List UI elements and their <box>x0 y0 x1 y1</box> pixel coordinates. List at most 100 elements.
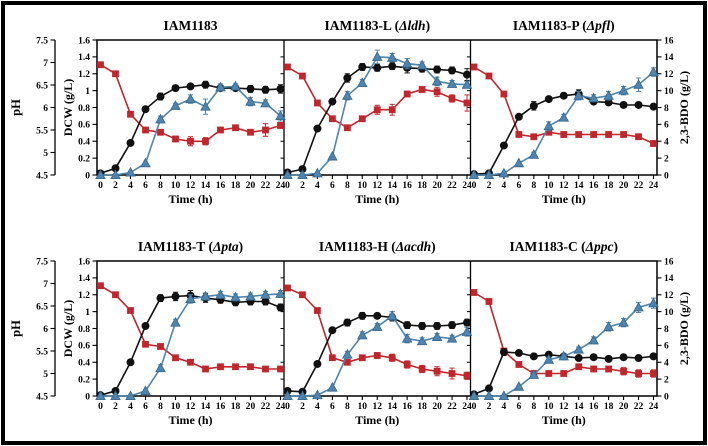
x-tick-label: 22 <box>447 181 457 191</box>
dcw-marker <box>201 80 210 89</box>
bdo-tick-label: 8 <box>664 325 669 335</box>
ph-marker <box>470 289 478 296</box>
dcw-marker <box>634 100 643 109</box>
dcw-marker <box>343 73 352 82</box>
bdo-marker <box>498 167 510 178</box>
bdo-marker <box>275 110 286 120</box>
x-tick-label: 0 <box>285 181 290 191</box>
bdo-axis-label: 2,3-BDO (g/L) <box>677 292 691 365</box>
bdo-marker <box>513 381 525 391</box>
x-tick-label: 22 <box>634 402 644 412</box>
dcw-marker <box>403 321 412 330</box>
x-tick-label: 18 <box>231 181 241 191</box>
x-tick-label: 2 <box>113 181 118 191</box>
dcw-marker <box>529 352 538 361</box>
dcw-marker <box>246 84 255 93</box>
ph-marker <box>500 90 508 98</box>
bdo-marker <box>342 90 353 100</box>
bdo-marker <box>215 289 226 299</box>
ph-marker <box>620 367 627 375</box>
panel-title: IAM1183 <box>164 18 218 33</box>
ph-marker <box>448 95 456 102</box>
bdo-marker <box>125 166 136 177</box>
dcw-tick-label: 1.2 <box>78 291 90 301</box>
ph-marker <box>202 365 209 373</box>
dcw-tick-label: 0.8 <box>78 325 90 335</box>
bdo-marker <box>215 81 226 92</box>
bdo-tick-label: 6 <box>664 342 669 352</box>
time-axis-label: Time (h) <box>355 413 399 427</box>
bdo-marker <box>386 310 398 320</box>
bdo-marker <box>327 150 338 161</box>
x-tick-label: 4 <box>315 181 320 191</box>
x-tick-label: 10 <box>358 181 368 191</box>
ph-marker <box>127 307 134 314</box>
bdo-marker <box>603 90 614 100</box>
dcw-marker <box>463 318 471 327</box>
x-tick-label: 14 <box>387 402 397 412</box>
bdo-tick-label: 0 <box>664 171 669 181</box>
dcw-marker <box>514 348 523 357</box>
ph-marker <box>343 358 351 366</box>
bdo-marker <box>371 321 383 331</box>
x-tick-label: 6 <box>517 402 522 412</box>
ph-marker <box>202 137 209 145</box>
dcw-marker <box>126 358 135 367</box>
ph-tick-label: 4.5 <box>36 171 48 181</box>
bdo-marker <box>170 316 181 327</box>
time-axis-label: Time (h) <box>168 192 212 206</box>
ph-marker <box>605 365 613 373</box>
dcw-marker <box>298 165 307 174</box>
dcw-marker <box>358 311 367 320</box>
x-tick-label: 20 <box>246 402 256 412</box>
bdo-marker <box>297 390 308 400</box>
ph-marker <box>575 363 583 371</box>
bdo-tick-label: 4 <box>664 359 669 369</box>
ph-marker <box>530 133 538 141</box>
ph-marker <box>418 365 426 373</box>
bdo-marker <box>648 297 659 308</box>
dcw-tick-label: 1 <box>85 87 90 97</box>
dcw-marker <box>276 84 285 93</box>
ph-marker <box>388 106 396 114</box>
bdo-marker <box>461 326 473 336</box>
bdo-marker <box>110 390 121 400</box>
ph-series <box>284 284 471 380</box>
bdo-marker <box>513 157 525 168</box>
x-tick-label: 8 <box>158 181 163 191</box>
bdo-tick-label: 12 <box>664 291 674 301</box>
dcw-marker <box>418 321 427 330</box>
x-tick-label: 6 <box>143 181 148 191</box>
bdo-marker <box>416 335 428 346</box>
ph-marker <box>590 131 598 138</box>
x-tick-label: 18 <box>604 402 614 412</box>
bdo-tick-label: 0 <box>664 392 669 402</box>
bdo-marker <box>483 390 495 400</box>
x-tick-label: 4 <box>315 402 320 412</box>
x-tick-label: 2 <box>300 402 305 412</box>
bdo-series <box>468 66 659 179</box>
dcw-tick-label: 0.4 <box>78 359 90 369</box>
bdo-tick-label: 10 <box>664 87 674 97</box>
dcw-marker <box>388 62 397 71</box>
x-tick-label: 2 <box>300 181 305 191</box>
dcw-marker <box>171 84 180 93</box>
x-tick-label: 14 <box>574 402 584 412</box>
x-tick-label: 0 <box>285 402 290 412</box>
bdo-marker <box>357 329 368 340</box>
ph-marker <box>299 291 306 299</box>
ph-marker <box>142 340 149 348</box>
bdo-marker <box>155 113 166 124</box>
ph-marker <box>515 131 523 138</box>
bdo-marker <box>140 385 151 395</box>
ph-tick-label: 6.5 <box>36 302 48 312</box>
ph-tick-label: 5 <box>43 149 48 159</box>
x-tick-label: 24 <box>462 181 472 191</box>
ph-marker <box>217 126 224 134</box>
x-tick-label: 8 <box>158 402 163 412</box>
x-tick-label: 24 <box>649 181 659 191</box>
panel-title: IAM1183-T (Δpta) <box>138 239 243 254</box>
ph-marker <box>433 367 441 375</box>
